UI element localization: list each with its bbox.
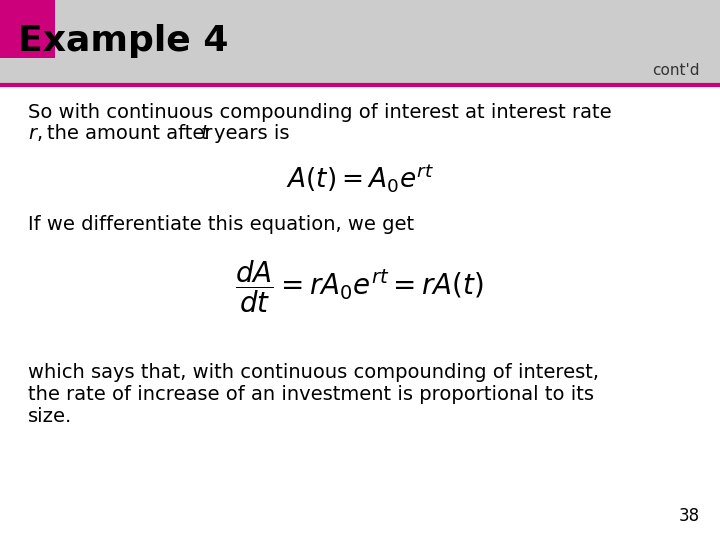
FancyBboxPatch shape — [0, 0, 720, 85]
FancyBboxPatch shape — [0, 0, 55, 58]
Text: So with continuous compounding of interest at interest rate: So with continuous compounding of intere… — [28, 103, 611, 122]
Text: which says that, with continuous compounding of interest,: which says that, with continuous compoun… — [28, 363, 599, 382]
Text: the amount after: the amount after — [47, 124, 212, 143]
Text: $\dfrac{dA}{dt} = rA_0 e^{rt} = rA(t)$: $\dfrac{dA}{dt} = rA_0 e^{rt} = rA(t)$ — [235, 258, 485, 315]
Text: cont'd: cont'd — [652, 63, 700, 78]
Text: years is: years is — [214, 124, 289, 143]
Text: the rate of increase of an investment is proportional to its: the rate of increase of an investment is… — [28, 385, 594, 404]
Text: $t$: $t$ — [200, 124, 210, 143]
Text: $A(t) = A_0 e^{rt}$: $A(t) = A_0 e^{rt}$ — [286, 163, 434, 195]
Text: size.: size. — [28, 407, 72, 426]
Text: Example 4: Example 4 — [18, 24, 228, 58]
Text: 38: 38 — [679, 507, 700, 525]
Text: If we differentiate this equation, we get: If we differentiate this equation, we ge… — [28, 215, 414, 234]
Text: $r$,: $r$, — [28, 124, 42, 143]
